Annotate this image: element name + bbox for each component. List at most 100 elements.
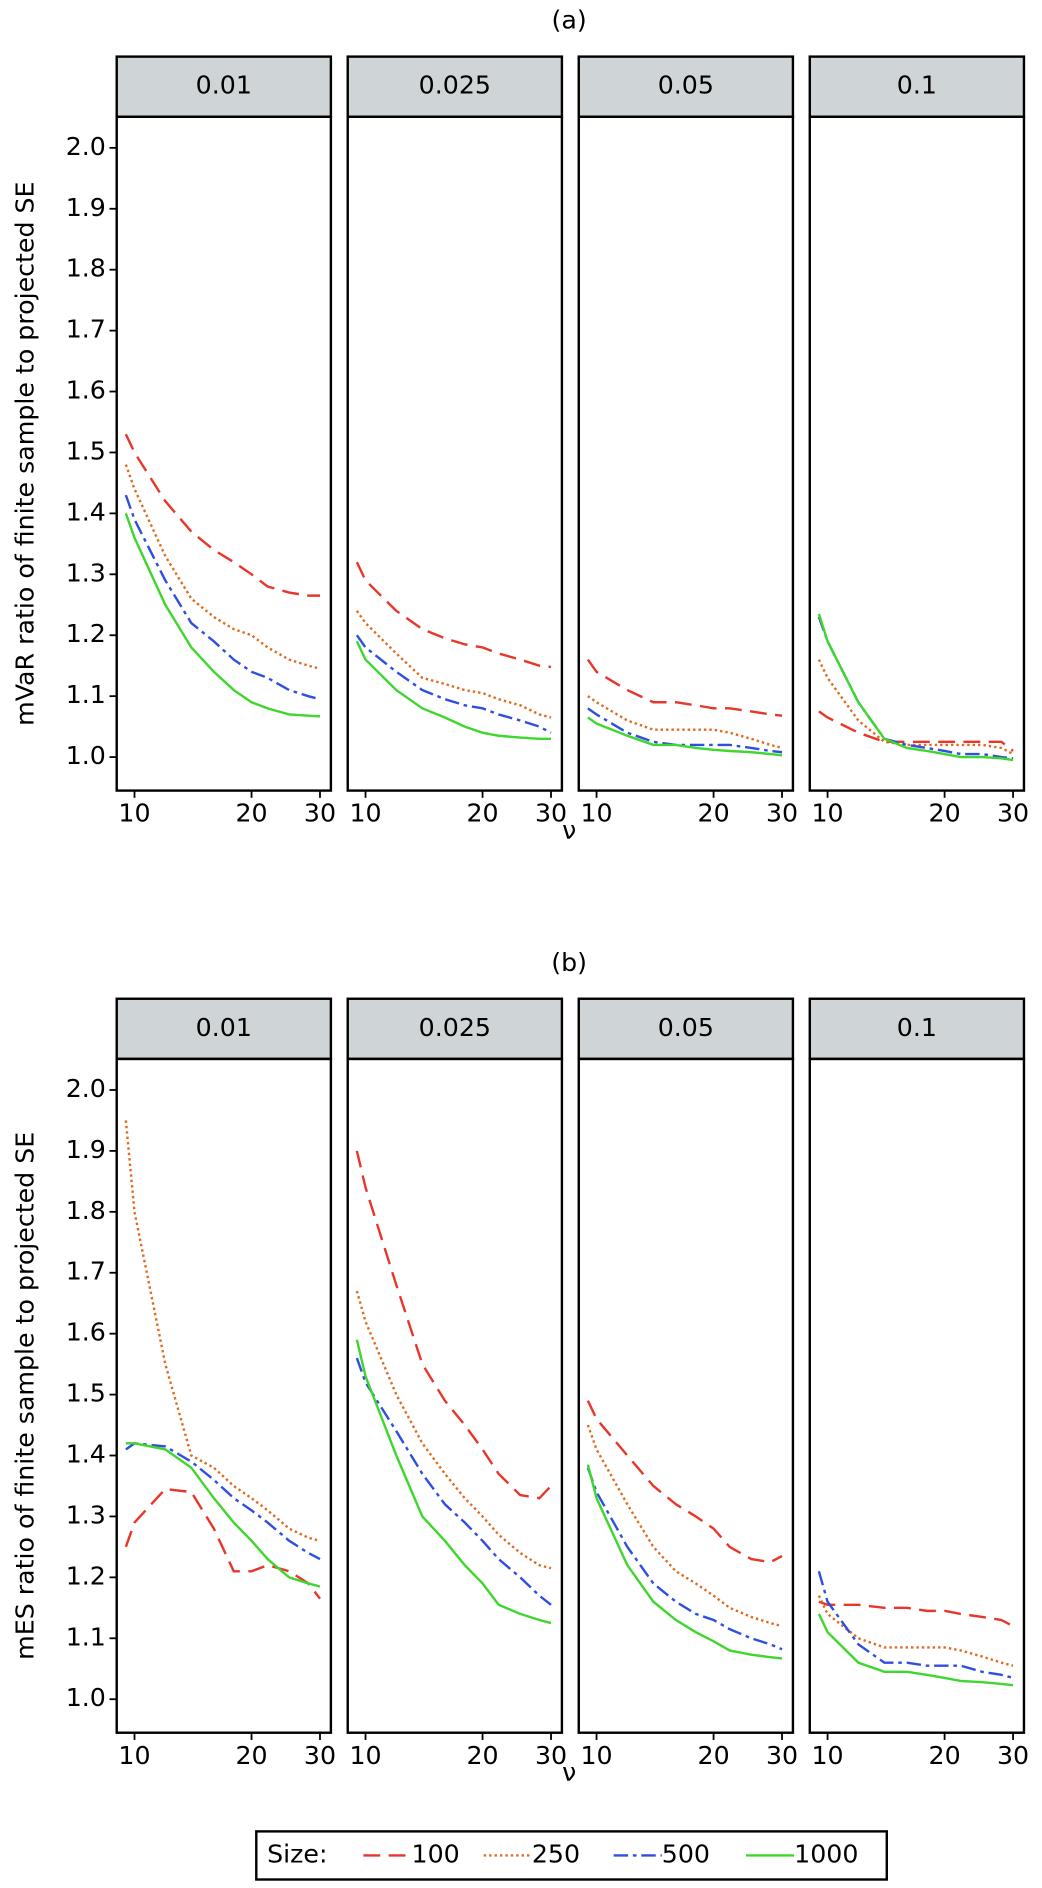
x-axis-label: ν xyxy=(562,1758,576,1787)
y-tick-label: 1.0 xyxy=(66,1683,106,1712)
x-tick-label: 20 xyxy=(698,799,730,828)
series-line xyxy=(124,1487,321,1600)
series-line xyxy=(586,1467,783,1651)
x-tick-label: 10 xyxy=(349,1741,381,1770)
legend-label: 500 xyxy=(662,1839,710,1868)
series-line xyxy=(124,464,321,670)
series-line xyxy=(355,561,552,669)
y-tick-label: 1.3 xyxy=(66,1500,106,1529)
strip xyxy=(577,55,795,118)
panel-frame xyxy=(115,1057,333,1734)
y-tick-label: 1.8 xyxy=(66,1196,106,1225)
y-tick-label: 1.7 xyxy=(66,1257,106,1286)
y-tick-label: 1.2 xyxy=(66,1561,106,1590)
series-line xyxy=(124,433,320,597)
series-line xyxy=(587,707,783,754)
strip xyxy=(346,997,564,1061)
series-line xyxy=(124,494,321,701)
x-tick-label: 30 xyxy=(535,1741,567,1770)
y-tick-label: 1.1 xyxy=(66,680,106,709)
series-line xyxy=(355,1290,552,1570)
panel-title: 0.01 xyxy=(196,71,252,100)
y-axis-label: mES ratio of finite sample to projected … xyxy=(10,1132,39,1660)
y-tick-label: 1.0 xyxy=(66,741,106,770)
y-tick-label: 1.6 xyxy=(66,376,106,405)
panel-frame xyxy=(808,115,1026,792)
y-tick-label: 1.4 xyxy=(66,1440,106,1469)
x-tick-label: 30 xyxy=(304,1741,336,1770)
legend-label: 1000 xyxy=(794,1839,858,1868)
panel-title: 0.025 xyxy=(419,71,491,100)
x-tick-label: 20 xyxy=(929,1741,961,1770)
panel-title: 0.1 xyxy=(897,1013,937,1042)
series-line xyxy=(125,1442,321,1588)
x-tick-label: 20 xyxy=(235,799,267,828)
x-tick-label: 10 xyxy=(580,799,612,828)
series-line xyxy=(817,613,1014,762)
x-axis-label: ν xyxy=(562,815,576,844)
x-tick-label: 30 xyxy=(535,799,567,828)
series-line xyxy=(355,1339,552,1625)
x-tick-label: 10 xyxy=(811,1741,843,1770)
x-tick-label: 10 xyxy=(580,1741,612,1770)
x-tick-label: 30 xyxy=(997,799,1029,828)
panel-frame xyxy=(346,115,564,792)
series-line xyxy=(355,1150,552,1500)
series-line xyxy=(817,1570,1014,1680)
series-line xyxy=(587,695,783,750)
legend-label: 100 xyxy=(412,1839,460,1868)
series-line xyxy=(355,640,552,741)
y-axis-label: mVaR ratio of finite sample to projected… xyxy=(10,182,39,726)
strip xyxy=(115,55,333,118)
series-line xyxy=(124,1120,321,1542)
series-line xyxy=(586,1400,783,1564)
panel-frame xyxy=(115,115,333,792)
y-tick-label: 1.5 xyxy=(66,1379,106,1408)
panel-frame xyxy=(808,1057,1026,1734)
series-line xyxy=(817,1613,1014,1687)
x-tick-label: 20 xyxy=(466,799,498,828)
y-tick-label: 1.8 xyxy=(66,254,106,283)
panel-title: 0.05 xyxy=(658,71,714,100)
x-tick-label: 10 xyxy=(118,799,150,828)
series-line xyxy=(586,658,783,717)
x-tick-label: 20 xyxy=(466,1741,498,1770)
series-line xyxy=(817,659,1014,756)
panel-title: 0.025 xyxy=(419,1013,491,1042)
y-tick-label: 1.1 xyxy=(66,1622,106,1651)
x-tick-label: 10 xyxy=(349,799,381,828)
y-tick-label: 1.6 xyxy=(66,1318,106,1347)
y-tick-label: 1.2 xyxy=(66,619,106,648)
panel-title: 0.01 xyxy=(196,1013,252,1042)
y-tick-label: 1.3 xyxy=(66,558,106,587)
panel-frame xyxy=(346,1057,564,1734)
x-tick-label: 30 xyxy=(766,799,798,828)
x-tick-label: 30 xyxy=(304,799,336,828)
series-line xyxy=(124,512,321,718)
series-line xyxy=(355,610,552,719)
series-line xyxy=(818,710,1014,752)
legend-title: Size: xyxy=(267,1839,327,1868)
panel-title: 0.05 xyxy=(658,1013,714,1042)
x-tick-label: 10 xyxy=(811,799,843,828)
strip xyxy=(115,997,333,1061)
y-tick-label: 1.9 xyxy=(66,193,106,222)
legend-label: 250 xyxy=(532,1839,580,1868)
series-line xyxy=(587,716,783,757)
series-line xyxy=(586,1464,783,1660)
series-line xyxy=(818,1600,1014,1628)
x-tick-label: 10 xyxy=(118,1741,150,1770)
y-tick-label: 2.0 xyxy=(66,1074,106,1103)
y-tick-label: 1.4 xyxy=(66,497,106,526)
chart-title: (b) xyxy=(551,948,587,977)
series-line xyxy=(817,616,1014,760)
series-line xyxy=(125,1442,321,1561)
panel-frame xyxy=(577,115,795,792)
x-tick-label: 30 xyxy=(766,1741,798,1770)
x-tick-label: 20 xyxy=(929,799,961,828)
panel-title: 0.1 xyxy=(897,71,937,100)
y-tick-label: 1.5 xyxy=(66,436,106,465)
panel-frame xyxy=(577,1057,795,1734)
strip xyxy=(577,997,795,1061)
